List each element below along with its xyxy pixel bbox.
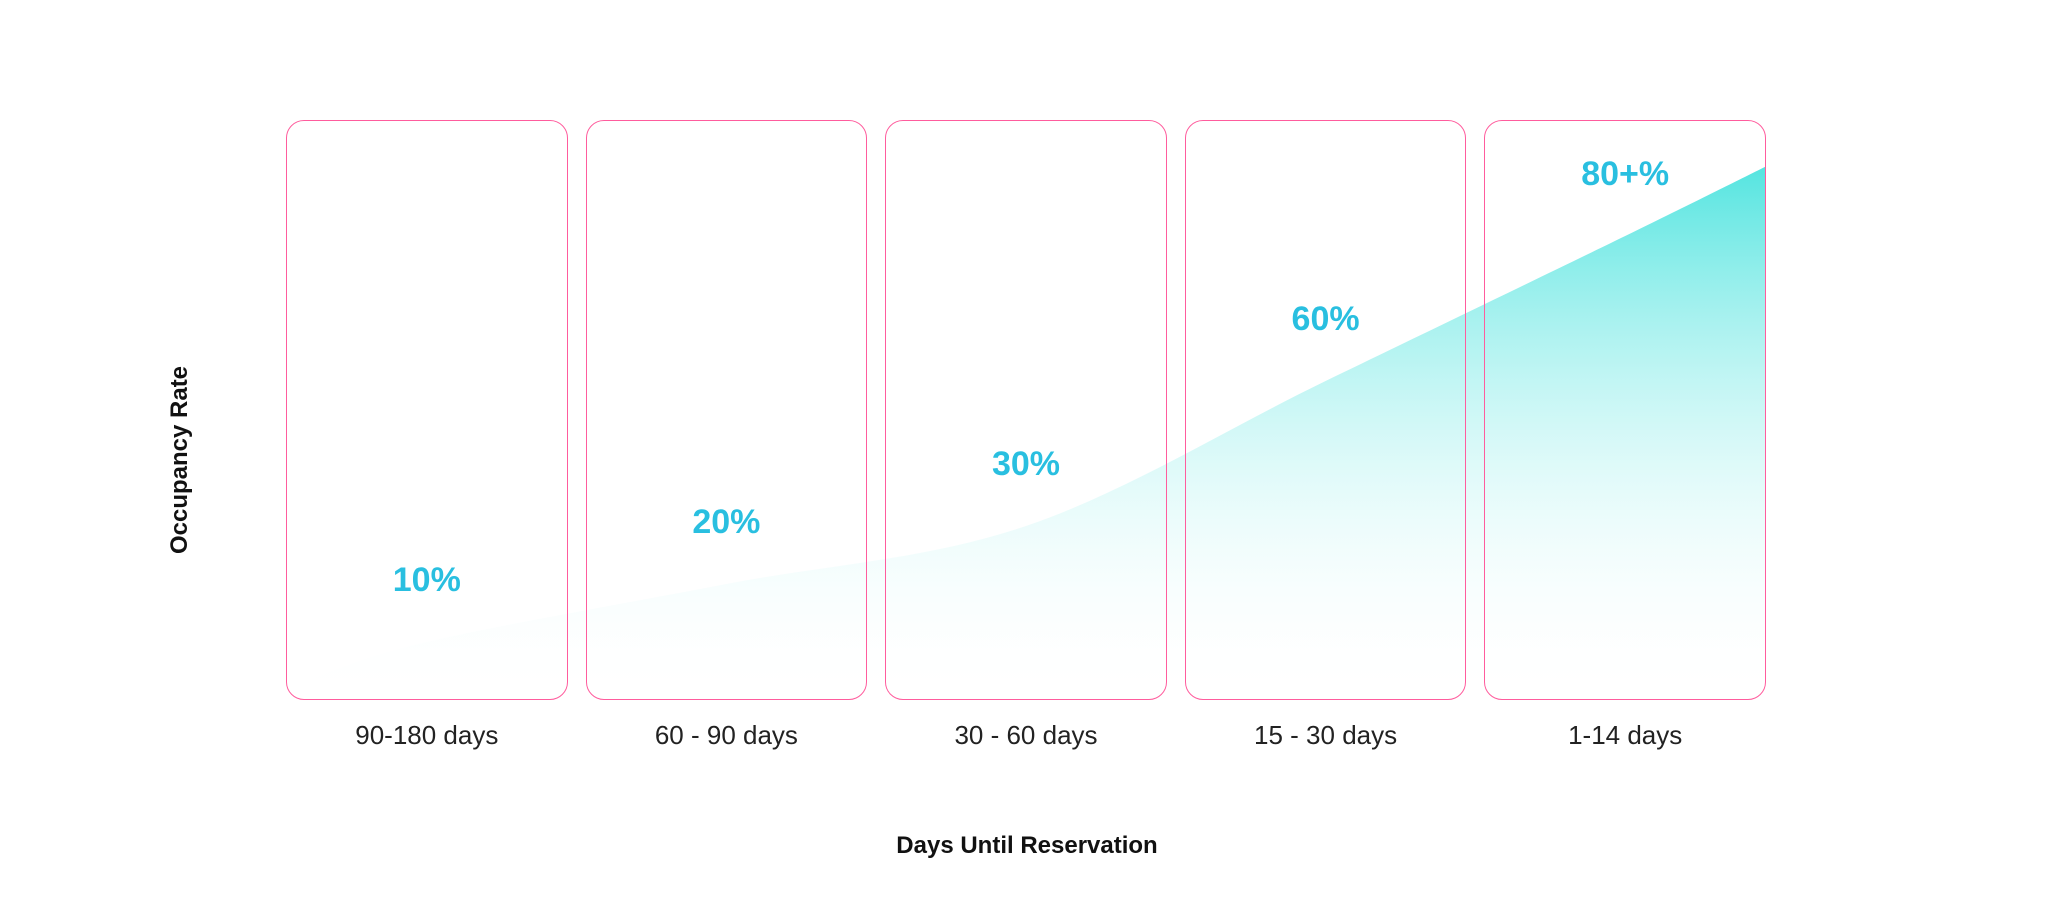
value-label-2: 30% [992,445,1060,484]
x-tick-row: 90-180 days 60 - 90 days 30 - 60 days 15 - … [286,720,1766,751]
x-tick-4: 1-14 days [1484,720,1766,751]
chart-card: Occupancy Rate 10% 20% 30% 60% 80+% 90-180 d… [0,0,2054,920]
x-tick-1: 60 - 90 days [586,720,868,751]
y-axis-label: Occupancy Rate [166,366,194,554]
value-label-1: 20% [692,503,760,542]
column-4: 80+% [1484,120,1766,700]
x-tick-2: 30 - 60 days [885,720,1167,751]
chart-area: 10% 20% 30% 60% 80+% [286,120,1766,700]
column-0: 10% [286,120,568,700]
x-axis-label: Days Until Reservation [896,832,1157,860]
column-1: 20% [586,120,868,700]
value-label-0: 10% [393,561,461,600]
x-tick-0: 90-180 days [286,720,568,751]
value-label-4: 80+% [1581,155,1669,194]
column-2: 30% [885,120,1167,700]
value-label-3: 60% [1292,300,1360,339]
x-tick-3: 15 - 30 days [1185,720,1467,751]
column-3: 60% [1185,120,1467,700]
column-group: 10% 20% 30% 60% 80+% [286,120,1766,700]
